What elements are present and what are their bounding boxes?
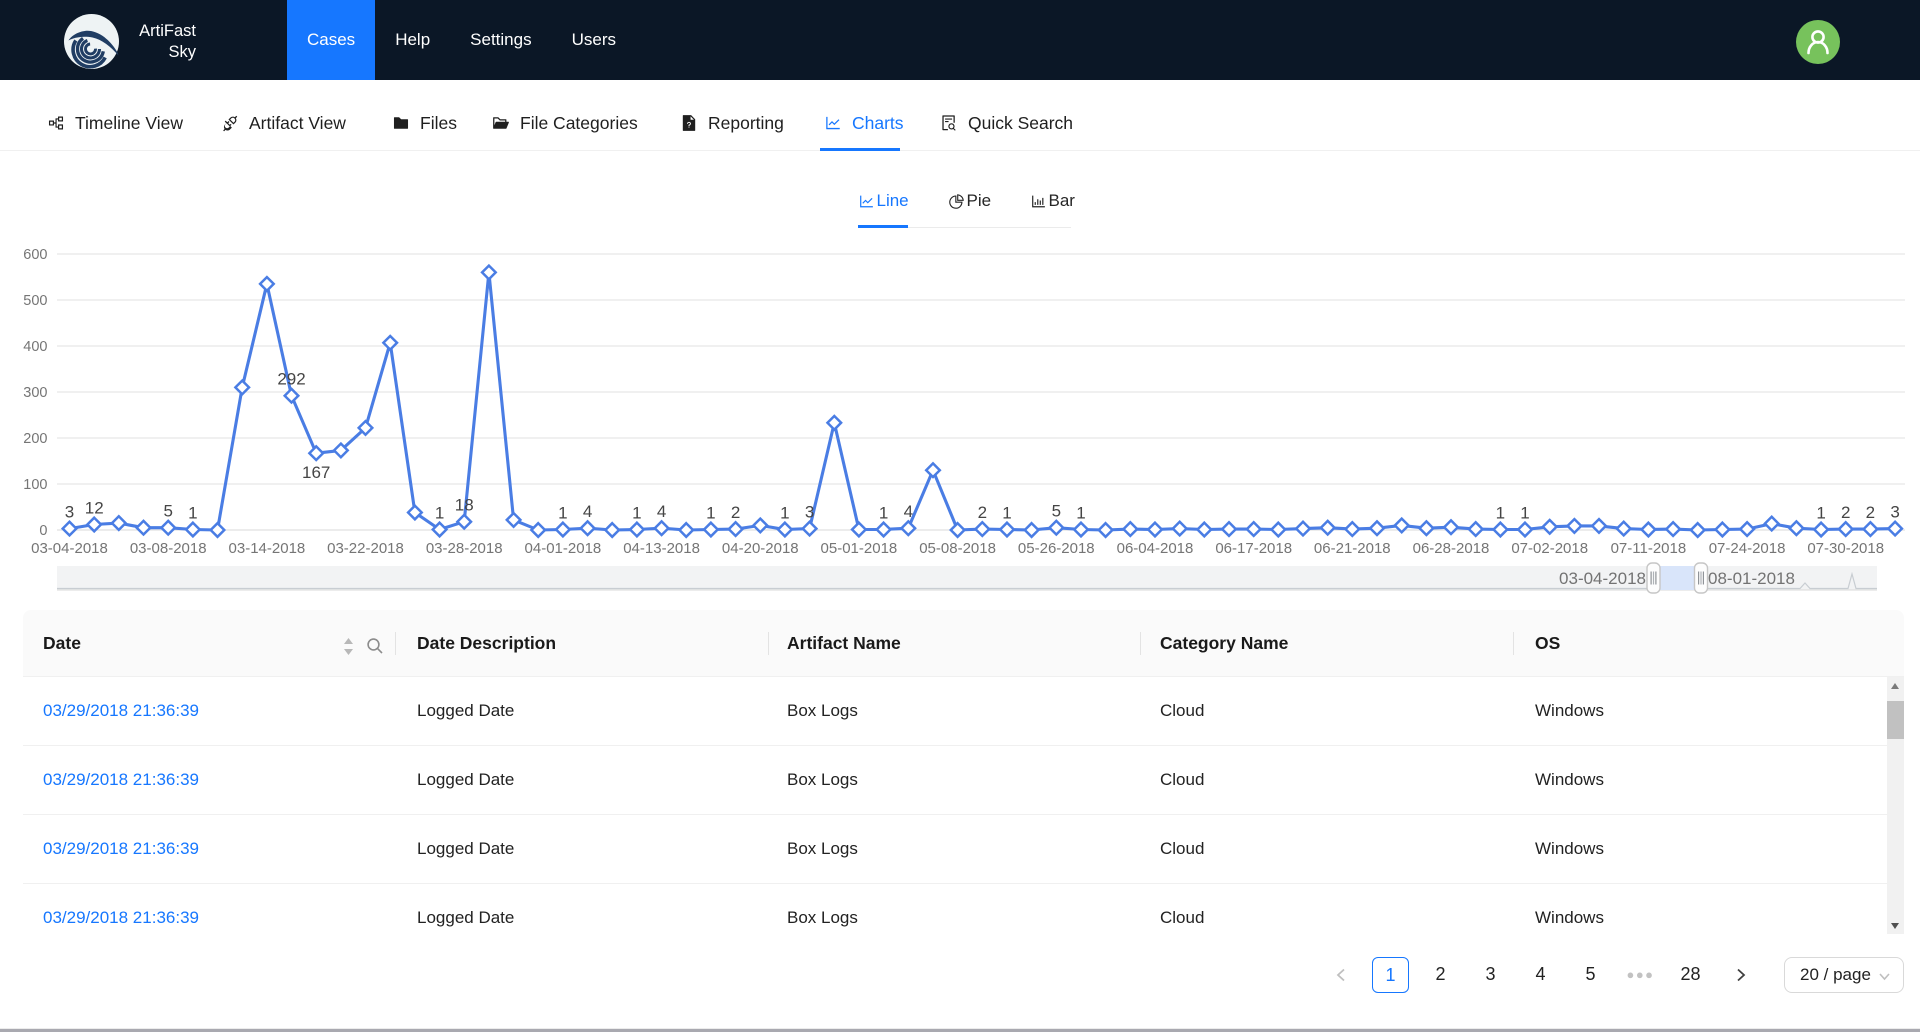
svg-text:100: 100 — [23, 477, 47, 493]
svg-text:3: 3 — [65, 503, 74, 522]
svg-text:167: 167 — [302, 463, 330, 482]
svg-text:08-01-2018: 08-01-2018 — [1708, 569, 1795, 588]
svg-text:4: 4 — [583, 502, 592, 521]
svg-text:1: 1 — [1076, 504, 1085, 523]
svg-text:05-01-2018: 05-01-2018 — [821, 540, 898, 557]
svg-text:1: 1 — [435, 504, 444, 523]
svg-text:1: 1 — [1002, 504, 1011, 523]
svg-text:2: 2 — [1841, 503, 1850, 522]
svg-text:5: 5 — [1052, 502, 1061, 521]
svg-text:07-11-2018: 07-11-2018 — [1611, 540, 1687, 557]
svg-text:03-08-2018: 03-08-2018 — [130, 540, 207, 557]
svg-text:292: 292 — [277, 370, 305, 389]
svg-text:03-28-2018: 03-28-2018 — [426, 540, 503, 557]
svg-text:3: 3 — [805, 503, 814, 522]
svg-text:1: 1 — [1520, 504, 1529, 523]
svg-text:04-20-2018: 04-20-2018 — [722, 540, 799, 557]
svg-text:07-24-2018: 07-24-2018 — [1709, 540, 1786, 557]
svg-text:06-04-2018: 06-04-2018 — [1117, 540, 1194, 557]
svg-text:2: 2 — [978, 503, 987, 522]
svg-text:04-13-2018: 04-13-2018 — [623, 540, 700, 557]
svg-text:03-22-2018: 03-22-2018 — [327, 540, 404, 557]
svg-text:03-04-2018: 03-04-2018 — [31, 540, 108, 557]
svg-text:2: 2 — [731, 503, 740, 522]
svg-text:06-28-2018: 06-28-2018 — [1413, 540, 1490, 557]
svg-text:2: 2 — [1866, 503, 1875, 522]
svg-text:1: 1 — [706, 504, 715, 523]
svg-text:06-17-2018: 06-17-2018 — [1215, 540, 1292, 557]
svg-text:0: 0 — [39, 523, 47, 539]
svg-text:1: 1 — [879, 504, 888, 523]
svg-text:200: 200 — [23, 431, 47, 447]
svg-text:1: 1 — [1496, 504, 1505, 523]
svg-text:1: 1 — [558, 504, 567, 523]
svg-text:06-21-2018: 06-21-2018 — [1314, 540, 1391, 557]
svg-text:1: 1 — [632, 504, 641, 523]
svg-text:18: 18 — [455, 496, 474, 515]
svg-text:4: 4 — [904, 502, 913, 521]
svg-text:5: 5 — [163, 502, 172, 521]
svg-text:400: 400 — [23, 339, 47, 355]
svg-text:05-26-2018: 05-26-2018 — [1018, 540, 1095, 557]
svg-text:07-30-2018: 07-30-2018 — [1807, 540, 1884, 557]
svg-text:300: 300 — [23, 385, 47, 401]
svg-text:3: 3 — [1890, 503, 1899, 522]
svg-text:12: 12 — [85, 499, 104, 518]
svg-text:05-08-2018: 05-08-2018 — [919, 540, 996, 557]
svg-text:1: 1 — [780, 504, 789, 523]
svg-text:04-01-2018: 04-01-2018 — [525, 540, 602, 557]
svg-text:03-04-2018: 03-04-2018 — [1559, 569, 1646, 588]
svg-text:500: 500 — [23, 293, 47, 309]
svg-text:1: 1 — [1816, 504, 1825, 523]
svg-text:4: 4 — [657, 502, 666, 521]
svg-text:1: 1 — [188, 504, 197, 523]
svg-text:07-02-2018: 07-02-2018 — [1511, 540, 1588, 557]
svg-text:03-14-2018: 03-14-2018 — [229, 540, 306, 557]
svg-text:600: 600 — [23, 247, 47, 263]
